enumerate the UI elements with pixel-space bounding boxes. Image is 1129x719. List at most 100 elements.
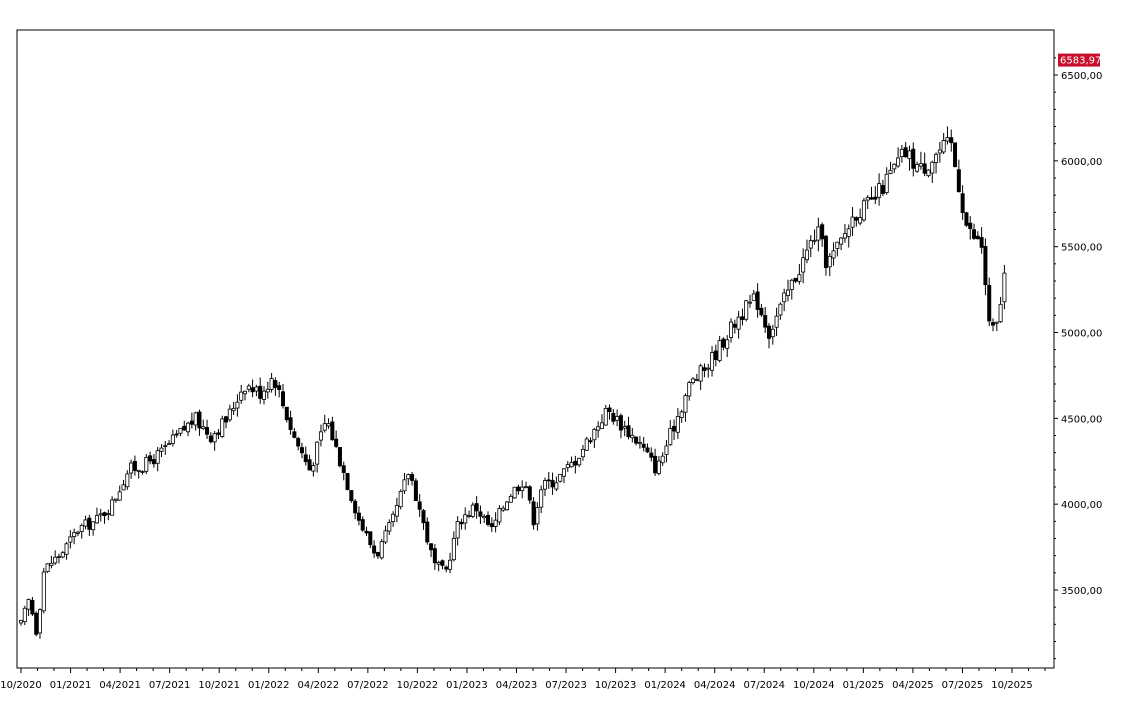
x-tick-label: 04/2022	[298, 680, 340, 691]
candle-up	[907, 150, 912, 160]
candle-down	[341, 465, 346, 473]
candle-up	[79, 524, 84, 532]
candle-up	[49, 562, 54, 566]
candle-up	[227, 408, 232, 421]
candle-down	[345, 473, 350, 491]
candle-down	[740, 316, 745, 320]
candle-up	[892, 163, 897, 170]
candle-down	[432, 548, 437, 564]
candle-up	[436, 562, 441, 565]
candle-down	[440, 560, 445, 566]
candle-up	[140, 471, 145, 473]
candle-up	[155, 450, 160, 464]
candle-down	[721, 338, 726, 348]
candle-up	[482, 516, 487, 519]
candle-down	[182, 425, 187, 431]
candle-up	[603, 407, 608, 426]
candle-up	[789, 279, 794, 291]
candle-up	[451, 537, 456, 561]
candle-up	[22, 607, 27, 623]
x-tick-label: 07/2021	[149, 680, 191, 691]
candle-down	[102, 512, 107, 517]
candle-up	[630, 434, 635, 439]
candle-down	[823, 235, 828, 269]
candle-up	[106, 513, 111, 515]
last-price-tag-bg	[1058, 53, 1100, 67]
y-tick-label: 3500,00	[1061, 586, 1102, 597]
candle-up	[167, 443, 172, 445]
candle-up	[744, 300, 749, 320]
candle-down	[531, 501, 536, 526]
candle-up	[121, 484, 126, 491]
candle-down	[34, 612, 39, 635]
candle-down	[151, 459, 156, 465]
candle-down	[979, 237, 984, 248]
candle-down	[869, 197, 874, 200]
candle-up	[808, 240, 813, 249]
candle-down	[607, 407, 612, 413]
candle-down	[429, 543, 434, 551]
candle-up	[448, 559, 453, 570]
candle-down	[474, 503, 479, 512]
candle-up	[326, 423, 331, 427]
candle-up	[580, 448, 585, 458]
candle-up	[675, 416, 680, 433]
candle-up	[53, 556, 58, 564]
candle-up	[660, 455, 665, 464]
candle-up	[926, 169, 931, 177]
candle-down	[208, 435, 213, 443]
candle-up	[941, 140, 946, 153]
candle-down	[299, 447, 304, 454]
candle-up	[683, 395, 688, 413]
candle-down	[277, 385, 282, 390]
candle-up	[497, 508, 502, 523]
candle-up	[387, 522, 392, 532]
candle-down	[284, 406, 289, 421]
candles-layer	[18, 126, 1007, 639]
candle-up	[850, 216, 855, 228]
candle-down	[349, 490, 354, 502]
candle-down	[205, 427, 210, 435]
candle-up	[668, 428, 673, 446]
candle-down	[30, 600, 35, 615]
candle-down	[983, 246, 988, 286]
candle-up	[235, 401, 240, 409]
candle-down	[626, 425, 631, 438]
candle-up	[94, 515, 99, 524]
candle-up	[782, 292, 787, 303]
candle-up	[539, 489, 544, 508]
candle-down	[303, 454, 308, 463]
candle-down	[645, 447, 650, 453]
candle-up	[508, 495, 513, 503]
candle-up	[26, 598, 31, 610]
candle-up	[599, 422, 604, 430]
candle-up	[934, 153, 939, 163]
candle-down	[972, 229, 977, 239]
candle-up	[915, 164, 920, 172]
candle-up	[584, 438, 589, 451]
candle-down	[444, 566, 449, 570]
candle-up	[694, 379, 699, 381]
candle-down	[766, 325, 771, 339]
candle-down	[634, 436, 639, 444]
plot-frame	[16, 29, 1055, 669]
candle-down	[516, 486, 521, 492]
candle-up	[68, 536, 73, 543]
candle-up	[877, 183, 882, 198]
candle-up	[231, 408, 236, 412]
x-tick-label: 10/2025	[991, 680, 1033, 691]
candle-up	[75, 531, 80, 534]
candle-up	[91, 521, 96, 531]
candle-down	[489, 523, 494, 528]
candle-up	[243, 390, 248, 395]
candle-up	[493, 519, 498, 527]
candle-down	[550, 480, 555, 488]
candle-up	[812, 239, 817, 242]
last-price-tag-label: 6583,97	[1060, 56, 1101, 67]
candle-up	[64, 543, 69, 555]
candle-up	[865, 197, 870, 201]
candle-down	[975, 235, 980, 240]
candle-down	[353, 500, 358, 514]
candle-up	[394, 504, 399, 517]
